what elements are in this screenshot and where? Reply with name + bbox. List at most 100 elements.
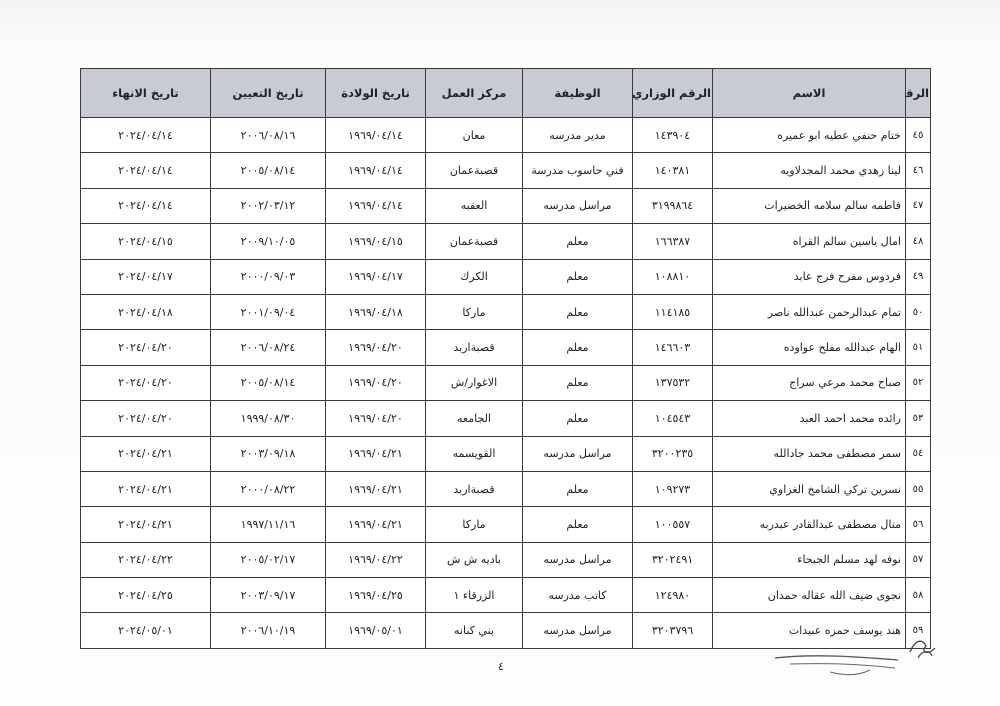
cell-name: منال مصطفى عبدالقادر عبدربه <box>712 506 906 543</box>
table-row: ٥٧ نوفه لهد مسلم الجبجاء ٣٢٠٢٤٩١ مراسل مدرس… <box>80 541 931 579</box>
cell-job-title: معلم <box>522 329 633 366</box>
table-row: ٥٨ نجوى ضيف الله عقاله حمدان ١٢٤٩٨٠ كاتب مد… <box>80 577 931 614</box>
cell-ministry-number: ١٦٦٣٨٧ <box>632 223 713 260</box>
cell-birth-date: ١٩٦٩/٠٤/١٤ <box>325 152 426 189</box>
cell-job-title: معلم <box>522 506 633 543</box>
cell-ministry-number: ١٤٠٣٨١ <box>632 152 713 189</box>
table-row: ٥١ الهام عبدالله مفلح عواوده ١٤٦٦٠٣ معلم قصب… <box>80 329 931 366</box>
cell-ministry-number: ٣٢٠٠٢٣٥ <box>632 435 713 472</box>
table-row: ٥٠ تمام عبدالرحمن عبدالله ناصر ١١٤١٨٥ معلم م… <box>80 293 931 331</box>
table-row: ٥٤ سمر مصطفى محمد جادالله ٣٢٠٠٢٣٥ مراسل مدر… <box>80 435 931 472</box>
cell-name: رائده محمد احمد العبد <box>712 400 906 437</box>
cell-row-number: ٥٠ <box>905 293 931 331</box>
cell-row-number: ٥١ <box>905 329 931 366</box>
cell-end-date: ٢٠٢٤/٠٤/٢٥ <box>80 577 211 614</box>
cell-job-title: معلم <box>522 364 633 402</box>
table-row: ٥٣ رائده محمد احمد العبد ١٠٤٥٤٣ معلم الجامعه… <box>80 400 931 437</box>
cell-name: نوفه لهد مسلم الجبجاء <box>712 541 906 579</box>
cell-job-title: مراسل مدرسه <box>522 435 633 472</box>
table-row: ٤٧ فاطمه سالم سلامه الخضيرات ٣١٩٩٨٦٤ مراسل … <box>80 187 931 225</box>
cell-work-center: قصبةعمان <box>425 152 523 189</box>
cell-row-number: ٥٨ <box>905 577 931 614</box>
cell-row-number: ٥٣ <box>905 400 931 437</box>
cell-name: نجوى ضيف الله عقاله حمدان <box>712 577 906 614</box>
cell-work-center: قصبةعمان <box>425 223 523 260</box>
cell-row-number: ٥٦ <box>905 506 931 543</box>
cell-appointment-date: ١٩٩٧/١١/١٦ <box>210 506 326 543</box>
cell-end-date: ٢٠٢٤/٠٤/٢١ <box>80 435 211 472</box>
cell-row-number: ٥٥ <box>905 470 931 508</box>
cell-appointment-date: ٢٠٠٣/٠٩/١٨ <box>210 435 326 472</box>
cell-appointment-date: ٢٠٠٦/٠٨/٢٤ <box>210 329 326 366</box>
cell-birth-date: ١٩٦٩/٠٤/٢٠ <box>325 364 426 402</box>
cell-end-date: ٢٠٢٤/٠٤/١٥ <box>80 223 211 260</box>
cell-ministry-number: ١٠٠٥٥٧ <box>632 506 713 543</box>
cell-ministry-number: ٣١٩٩٨٦٤ <box>632 187 713 225</box>
cell-ministry-number: ٣٢٠٣٧٩٦ <box>632 612 713 649</box>
cell-work-center: ماركا <box>425 506 523 543</box>
cell-birth-date: ١٩٦٩/٠٤/١٥ <box>325 223 426 260</box>
cell-job-title: مراسل مدرسه <box>522 541 633 579</box>
cell-name: نسرين تركي الشامخ الغزاوي <box>712 470 906 508</box>
cell-appointment-date: ٢٠٠٥/٠٨/١٤ <box>210 364 326 402</box>
cell-birth-date: ١٩٦٩/٠٤/٢٠ <box>325 329 426 366</box>
cell-ministry-number: ٣٢٠٢٤٩١ <box>632 541 713 579</box>
cell-job-title: معلم <box>522 223 633 260</box>
table-row: ٤٩ فردوس مفرح فرج عابد ١٠٨٨١٠ معلم الكرك ١٩٦٩… <box>80 258 931 295</box>
cell-job-title: معلم <box>522 470 633 508</box>
table-row: ٥٢ صباح محمد مرعي سراج ١٣٧٥٣٢ معلم الاغوار/ش… <box>80 364 931 402</box>
header-row-number: الرقم <box>905 68 931 118</box>
cell-name: امال ياسين سالم القراه <box>712 223 906 260</box>
cell-end-date: ٢٠٢٤/٠٤/١٤ <box>80 187 211 225</box>
cell-work-center: بني كنانه <box>425 612 523 649</box>
cell-ministry-number: ١٠٩٢٧٣ <box>632 470 713 508</box>
cell-row-number: ٤٧ <box>905 187 931 225</box>
cell-appointment-date: ٢٠٠٩/١٠/٠٥ <box>210 223 326 260</box>
cell-birth-date: ١٩٦٩/٠٤/١٨ <box>325 293 426 331</box>
cell-job-title: مدير مدرسه <box>522 116 633 154</box>
header-appointment-date: تاريخ التعيين <box>210 68 326 118</box>
table-row: ٤٦ لينا زهدي محمد المجدلاويه ١٤٠٣٨١ فني حاس… <box>80 152 931 189</box>
cell-end-date: ٢٠٢٤/٠٤/١٨ <box>80 293 211 331</box>
page-number: ٤ <box>498 660 504 673</box>
cell-job-title: معلم <box>522 400 633 437</box>
cell-name: لينا زهدي محمد المجدلاويه <box>712 152 906 189</box>
cell-row-number: ٥٤ <box>905 435 931 472</box>
cell-name: هند يوسف حمزه عبيدات <box>712 612 906 649</box>
cell-birth-date: ١٩٦٩/٠٤/٢٠ <box>325 400 426 437</box>
cell-row-number: ٥٧ <box>905 541 931 579</box>
header-birth-date: تاريخ الولادة <box>325 68 426 118</box>
cell-birth-date: ١٩٦٩/٠٤/٢١ <box>325 506 426 543</box>
signature <box>774 640 936 676</box>
cell-work-center: الكرك <box>425 258 523 295</box>
cell-work-center: الزرقاء ١ <box>425 577 523 614</box>
cell-end-date: ٢٠٢٤/٠٤/١٤ <box>80 116 211 154</box>
cell-name: فردوس مفرح فرج عابد <box>712 258 906 295</box>
cell-appointment-date: ٢٠٠٢/٠٣/١٢ <box>210 187 326 225</box>
cell-birth-date: ١٩٦٩/٠٥/٠١ <box>325 612 426 649</box>
header-name: الاسم <box>712 68 906 118</box>
cell-work-center: ماركا <box>425 293 523 331</box>
cell-job-title: معلم <box>522 293 633 331</box>
cell-appointment-date: ٢٠٠٠/٠٨/٢٢ <box>210 470 326 508</box>
cell-job-title: كاتب مدرسه <box>522 577 633 614</box>
cell-name: صباح محمد مرعي سراج <box>712 364 906 402</box>
cell-ministry-number: ١٠٤٥٤٣ <box>632 400 713 437</box>
table-row: ٤٥ ختام حنفي عطيه ابو عميره ١٤٣٩٠٤ مدير مدر… <box>80 116 931 154</box>
cell-work-center: العقبه <box>425 187 523 225</box>
cell-ministry-number: ١٢٤٩٨٠ <box>632 577 713 614</box>
cell-end-date: ٢٠٢٤/٠٤/٢٠ <box>80 329 211 366</box>
cell-ministry-number: ١٠٨٨١٠ <box>632 258 713 295</box>
cell-ministry-number: ١١٤١٨٥ <box>632 293 713 331</box>
cell-work-center: القويسمه <box>425 435 523 472</box>
cell-birth-date: ١٩٦٩/٠٤/٢٢ <box>325 541 426 579</box>
header-job-title: الوظيفة <box>522 68 633 118</box>
cell-end-date: ٢٠٢٤/٠٥/٠١ <box>80 612 211 649</box>
cell-ministry-number: ١٤٦٦٠٣ <box>632 329 713 366</box>
cell-name: الهام عبدالله مفلح عواوده <box>712 329 906 366</box>
cell-end-date: ٢٠٢٤/٠٤/١٤ <box>80 152 211 189</box>
cell-birth-date: ١٩٦٩/٠٤/٢٥ <box>325 577 426 614</box>
